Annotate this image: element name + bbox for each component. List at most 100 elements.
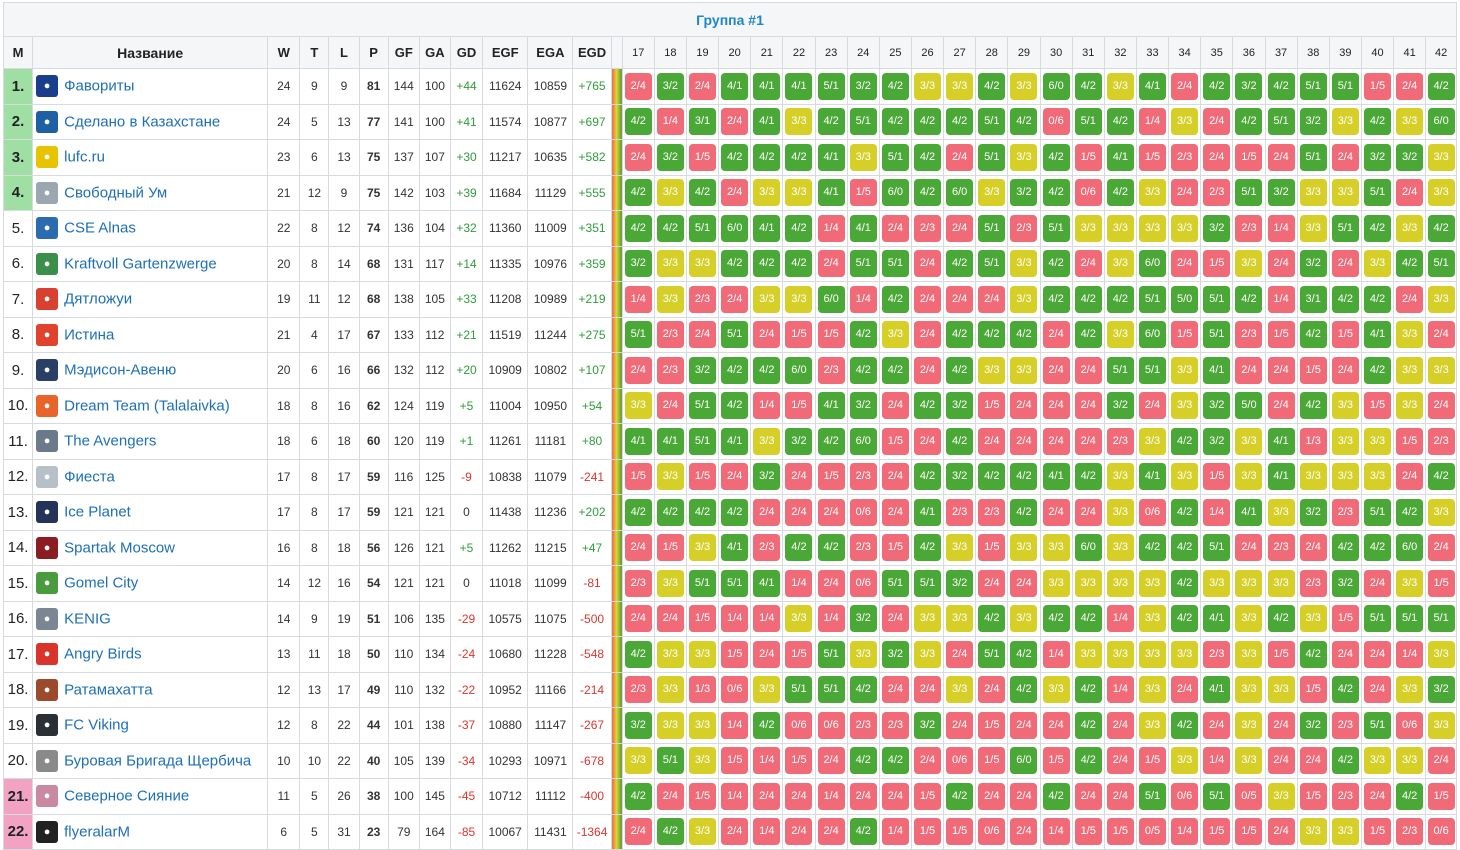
- match-result-badge[interactable]: 4/2: [1010, 463, 1038, 491]
- match-result-badge[interactable]: 2/4: [1010, 392, 1038, 420]
- match-result-badge[interactable]: 2/3: [1331, 711, 1359, 739]
- match-result-badge[interactable]: 3/3: [785, 108, 813, 136]
- match-result-badge[interactable]: 5/1: [721, 569, 749, 597]
- match-result-badge[interactable]: 3/3: [656, 285, 684, 313]
- match-result-badge[interactable]: 4/2: [1171, 605, 1199, 633]
- match-result-badge[interactable]: 3/3: [1267, 498, 1295, 526]
- match-result-badge[interactable]: 3/2: [1203, 427, 1231, 455]
- match-result-badge[interactable]: 4/2: [1427, 214, 1455, 242]
- match-result-badge[interactable]: 2/4: [1074, 498, 1102, 526]
- match-result-badge[interactable]: 3/2: [1106, 392, 1134, 420]
- match-result-badge[interactable]: 1/5: [689, 605, 717, 633]
- match-result-badge[interactable]: 1/4: [849, 285, 877, 313]
- match-result-badge[interactable]: 1/5: [689, 463, 717, 491]
- match-result-badge[interactable]: 1/4: [721, 605, 749, 633]
- team-name-link[interactable]: Ратамахатта: [64, 681, 153, 699]
- match-result-badge[interactable]: 4/2: [1042, 285, 1070, 313]
- match-result-badge[interactable]: 3/3: [1235, 640, 1263, 668]
- match-result-badge[interactable]: 3/3: [1010, 143, 1038, 171]
- match-result-badge[interactable]: 3/3: [1106, 321, 1134, 349]
- match-result-badge[interactable]: 3/3: [1235, 569, 1263, 597]
- match-result-badge[interactable]: 4/2: [1299, 640, 1327, 668]
- match-result-badge[interactable]: 4/1: [753, 108, 781, 136]
- match-result-badge[interactable]: 2/4: [1267, 392, 1295, 420]
- match-result-badge[interactable]: 4/1: [1363, 321, 1391, 349]
- match-result-badge[interactable]: 4/1: [817, 392, 845, 420]
- match-result-badge[interactable]: 1/4: [1171, 818, 1199, 846]
- match-result-badge[interactable]: 3/2: [946, 392, 974, 420]
- match-result-badge[interactable]: 2/3: [914, 214, 942, 242]
- team-name-link[interactable]: The Avengers: [64, 432, 157, 450]
- match-result-badge[interactable]: 2/4: [1074, 356, 1102, 384]
- match-result-badge[interactable]: 3/3: [656, 640, 684, 668]
- match-result-badge[interactable]: 1/4: [785, 569, 813, 597]
- match-result-badge[interactable]: 2/4: [817, 569, 845, 597]
- match-result-badge[interactable]: 1/5: [785, 640, 813, 668]
- match-result-badge[interactable]: 4/2: [914, 179, 942, 207]
- match-result-badge[interactable]: 4/1: [721, 72, 749, 100]
- match-result-badge[interactable]: 6/0: [721, 214, 749, 242]
- match-result-badge[interactable]: 4/2: [785, 250, 813, 278]
- match-result-badge[interactable]: 2/4: [1010, 782, 1038, 810]
- match-result-badge[interactable]: 5/1: [1363, 711, 1391, 739]
- match-result-badge[interactable]: 3/3: [1203, 569, 1231, 597]
- match-result-badge[interactable]: 2/4: [721, 179, 749, 207]
- match-result-badge[interactable]: 3/3: [1139, 676, 1166, 704]
- match-result-badge[interactable]: 4/2: [946, 321, 974, 349]
- team-name-link[interactable]: Dream Team (Talalaivka): [64, 397, 230, 415]
- match-result-badge[interactable]: 1/4: [1203, 498, 1231, 526]
- match-result-badge[interactable]: 4/2: [978, 605, 1006, 633]
- match-result-badge[interactable]: 3/2: [881, 640, 909, 668]
- match-result-badge[interactable]: 3/3: [1074, 214, 1102, 242]
- match-result-badge[interactable]: 3/3: [1331, 392, 1359, 420]
- match-result-badge[interactable]: 1/5: [656, 534, 684, 562]
- match-result-badge[interactable]: 4/2: [1106, 108, 1134, 136]
- match-result-badge[interactable]: 1/5: [689, 143, 717, 171]
- match-result-badge[interactable]: 5/1: [1363, 498, 1391, 526]
- match-result-badge[interactable]: 2/4: [1235, 356, 1263, 384]
- match-result-badge[interactable]: 2/3: [1171, 143, 1199, 171]
- match-result-badge[interactable]: 6/0: [817, 285, 845, 313]
- match-result-badge[interactable]: 2/4: [753, 782, 781, 810]
- match-result-badge[interactable]: 4/2: [849, 747, 877, 775]
- match-result-badge[interactable]: 4/2: [1427, 72, 1455, 100]
- match-result-badge[interactable]: 3/3: [946, 72, 974, 100]
- match-result-badge[interactable]: 3/3: [1010, 285, 1038, 313]
- match-result-badge[interactable]: 1/5: [978, 711, 1006, 739]
- match-result-badge[interactable]: 3/3: [1139, 427, 1166, 455]
- match-result-badge[interactable]: 3/3: [1171, 463, 1199, 491]
- match-result-badge[interactable]: 5/1: [881, 569, 909, 597]
- match-result-badge[interactable]: 2/4: [624, 605, 652, 633]
- match-result-badge[interactable]: 4/2: [849, 321, 877, 349]
- team-cell[interactable]: ● lufc.ru: [32, 139, 269, 176]
- match-result-badge[interactable]: 5/1: [1427, 605, 1455, 633]
- match-result-badge[interactable]: 3/3: [656, 179, 684, 207]
- match-result-badge[interactable]: 2/4: [1203, 143, 1231, 171]
- match-result-badge[interactable]: 2/4: [1396, 285, 1424, 313]
- match-result-badge[interactable]: 4/2: [849, 356, 877, 384]
- match-result-badge[interactable]: 2/4: [881, 392, 909, 420]
- match-result-badge[interactable]: 4/2: [946, 782, 974, 810]
- match-result-badge[interactable]: 3/3: [1139, 605, 1166, 633]
- match-result-badge[interactable]: 2/4: [1363, 640, 1391, 668]
- match-result-badge[interactable]: 2/4: [624, 534, 652, 562]
- match-result-badge[interactable]: 0/6: [1427, 818, 1455, 846]
- match-result-badge[interactable]: 2/4: [1267, 747, 1295, 775]
- match-result-badge[interactable]: 2/4: [1427, 392, 1455, 420]
- match-result-badge[interactable]: 5/1: [978, 640, 1006, 668]
- team-cell[interactable]: ● CSE Alnas: [32, 210, 269, 247]
- match-result-badge[interactable]: 4/1: [1267, 427, 1295, 455]
- match-result-badge[interactable]: 4/2: [1396, 498, 1424, 526]
- match-result-badge[interactable]: 3/3: [1235, 605, 1263, 633]
- match-result-badge[interactable]: 2/4: [1396, 463, 1424, 491]
- match-result-badge[interactable]: 5/1: [1363, 605, 1391, 633]
- match-result-badge[interactable]: 4/2: [914, 108, 942, 136]
- match-result-badge[interactable]: 2/4: [656, 605, 684, 633]
- match-result-badge[interactable]: 3/2: [1331, 569, 1359, 597]
- match-result-badge[interactable]: 2/4: [946, 711, 974, 739]
- match-result-badge[interactable]: 4/1: [721, 534, 749, 562]
- match-result-badge[interactable]: 2/4: [1171, 179, 1199, 207]
- match-result-badge[interactable]: 2/4: [721, 108, 749, 136]
- match-result-badge[interactable]: 4/2: [881, 72, 909, 100]
- match-result-badge[interactable]: 4/2: [1042, 782, 1070, 810]
